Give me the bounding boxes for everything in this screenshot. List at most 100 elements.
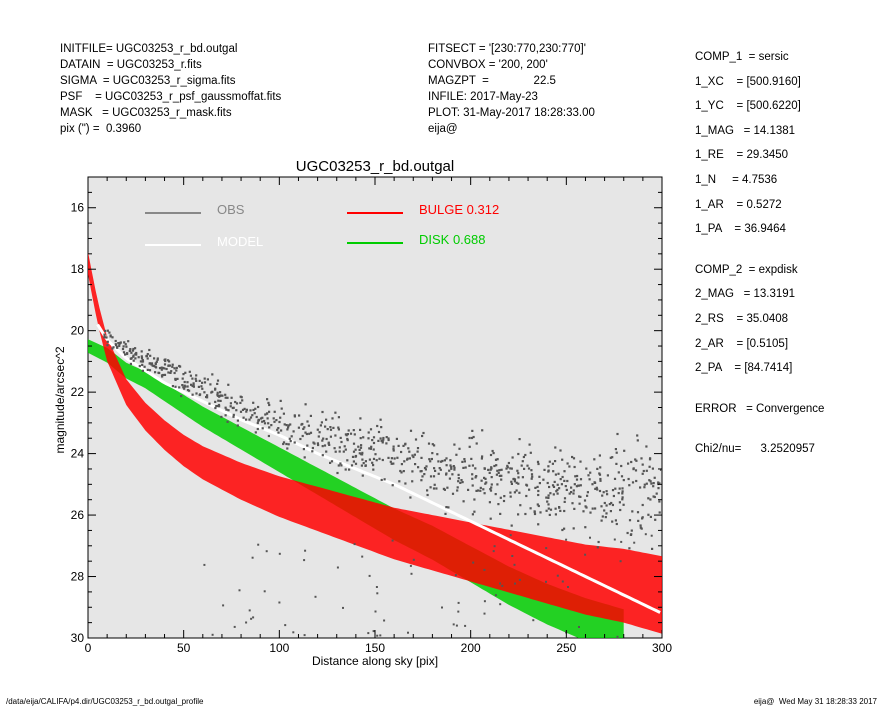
- obs-point: [272, 417, 275, 420]
- obs-point: [497, 503, 500, 506]
- x-axis-label: Distance along sky [pix]: [312, 654, 438, 668]
- obs-point: [419, 470, 422, 473]
- obs-point: [484, 482, 487, 485]
- obs-point: [565, 538, 568, 541]
- obs-point: [621, 492, 624, 495]
- obs-point: [563, 527, 566, 530]
- header-line: MAGZPT = 22.5: [428, 75, 556, 87]
- obs-point: [579, 478, 583, 481]
- obs-point: [429, 475, 433, 478]
- obs-point: [334, 411, 337, 414]
- obs-point: [329, 428, 333, 431]
- obs-point: [594, 507, 597, 510]
- obs-point: [490, 476, 493, 479]
- chart-title: UGC03253_r_bd.outgal: [296, 158, 454, 175]
- obs-point: [249, 409, 252, 412]
- obs-point: [598, 454, 601, 457]
- header-line: SIGMA = UGC03253_r_sigma.fits: [60, 75, 236, 87]
- obs-point: [372, 436, 376, 439]
- obs-point: [449, 459, 452, 462]
- obs-point: [568, 465, 571, 468]
- obs-point: [375, 459, 378, 462]
- fit-parameter-line: 2_MAG = 13.3191: [695, 288, 796, 301]
- fit-parameter-line: 1_PA = 36.9464: [695, 223, 786, 236]
- obs-point: [517, 472, 520, 475]
- obs-point: [481, 429, 484, 432]
- obs-point: [629, 533, 632, 536]
- obs-point: [641, 516, 644, 519]
- obs-point: [557, 472, 560, 475]
- x-tick-label: 150: [365, 641, 385, 655]
- obs-point: [566, 479, 569, 483]
- obs-point: [423, 473, 426, 476]
- obs-point: [182, 386, 185, 389]
- obs-point: [367, 437, 370, 440]
- obs-point: [437, 472, 440, 475]
- obs-point: [307, 424, 310, 427]
- obs-point: [344, 448, 347, 451]
- obs-point: [216, 391, 219, 394]
- obs-point: [359, 446, 363, 449]
- obs-point: [650, 482, 653, 485]
- obs-point: [402, 444, 405, 447]
- obs-point: [372, 630, 375, 633]
- obs-point: [358, 448, 361, 451]
- obs-point: [611, 520, 614, 523]
- header-line: INITFILE= UGC03253_r_bd.outgal: [60, 43, 238, 55]
- obs-point: [106, 344, 109, 347]
- obs-point: [537, 523, 540, 526]
- obs-point: [451, 473, 454, 476]
- bulge-profile-band: [88, 252, 662, 634]
- obs-point: [289, 440, 292, 443]
- obs-point: [149, 354, 152, 357]
- obs-point: [318, 431, 321, 434]
- obs-point: [594, 481, 597, 484]
- obs-point: [495, 473, 498, 476]
- obs-point: [545, 547, 548, 550]
- obs-point: [420, 479, 423, 482]
- obs-point: [594, 487, 597, 490]
- obs-point: [635, 459, 638, 462]
- obs-point: [600, 505, 603, 508]
- obs-point: [558, 487, 561, 490]
- obs-point: [171, 363, 174, 366]
- obs-point: [252, 616, 255, 619]
- obs-point: [448, 477, 451, 480]
- obs-point: [531, 475, 534, 478]
- obs-point: [293, 441, 296, 444]
- obs-point: [460, 479, 463, 482]
- obs-point: [518, 491, 521, 494]
- obs-point: [411, 480, 414, 483]
- obs-point: [103, 333, 106, 336]
- obs-point: [163, 373, 167, 376]
- obs-point: [471, 513, 474, 516]
- obs-point: [397, 444, 400, 447]
- obs-point: [563, 479, 566, 482]
- header-left-block: INITFILE= UGC03253_r_bd.outgal DATAIN = U…: [60, 41, 281, 137]
- obs-point: [381, 458, 384, 462]
- obs-point: [266, 417, 269, 420]
- obs-point: [652, 482, 655, 485]
- obs-point: [173, 367, 176, 370]
- obs-point: [160, 366, 163, 369]
- obs-point: [129, 348, 132, 351]
- obs-point: [130, 357, 133, 360]
- obs-point: [435, 487, 438, 490]
- obs-point: [502, 499, 506, 503]
- obs-point: [303, 426, 306, 429]
- obs-point: [278, 420, 281, 424]
- obs-point: [500, 478, 503, 481]
- obs-point: [527, 467, 531, 470]
- obs-point: [609, 510, 612, 513]
- obs-point: [346, 433, 349, 436]
- obs-point: [651, 547, 654, 550]
- file-path: /data/eija/CALIFA/p4.dir/UGC03253_r_bd.o…: [6, 697, 204, 706]
- obs-point: [619, 560, 622, 563]
- y-tick-label: 28: [71, 570, 85, 584]
- obs-point: [649, 498, 652, 501]
- obs-point: [243, 407, 246, 410]
- obs-point: [195, 379, 198, 382]
- obs-point: [552, 470, 555, 473]
- obs-point: [475, 489, 478, 492]
- obs-point: [124, 343, 127, 346]
